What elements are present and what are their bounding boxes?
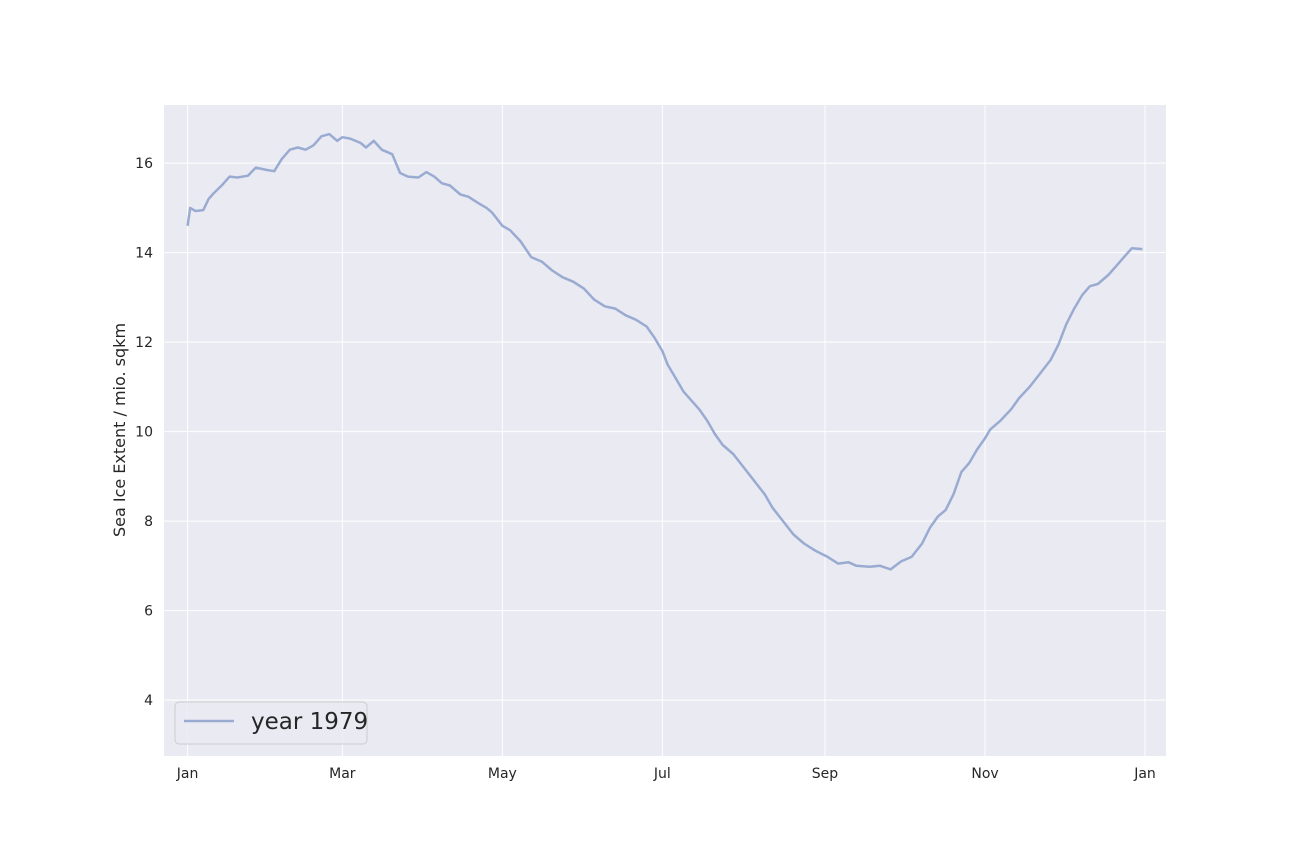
grid xyxy=(164,105,1166,756)
x-tick-label: Jan xyxy=(1133,766,1156,782)
y-tick-label: 12 xyxy=(135,335,153,351)
x-tick-label: Nov xyxy=(971,766,998,782)
x-axis: Jan Mar May Jul Sep Nov Jan xyxy=(176,766,1156,782)
x-tick-label: Jan xyxy=(176,766,199,782)
x-tick-label: Sep xyxy=(812,766,839,782)
y-tick-label: 14 xyxy=(135,246,153,262)
y-tick-label: 8 xyxy=(144,514,153,530)
y-axis: 4 6 8 10 12 14 16 xyxy=(135,156,153,709)
y-tick-label: 10 xyxy=(135,425,153,441)
x-tick-label: Jul xyxy=(653,766,671,782)
y-axis-label: Sea Ice Extent / mio. sqkm xyxy=(110,323,129,537)
series-line xyxy=(186,132,1143,571)
y-tick-label: 4 xyxy=(144,693,153,709)
x-tick-label: May xyxy=(488,766,517,782)
legend: year 1979 xyxy=(174,701,368,745)
y-tick-label: 6 xyxy=(144,604,153,620)
y-tick-label: 16 xyxy=(135,156,153,172)
plot-background xyxy=(164,105,1166,756)
legend-box xyxy=(174,701,368,745)
series-layer xyxy=(186,132,1143,571)
legend-label: year 1979 xyxy=(251,709,368,735)
x-tick-label: Mar xyxy=(329,766,356,782)
